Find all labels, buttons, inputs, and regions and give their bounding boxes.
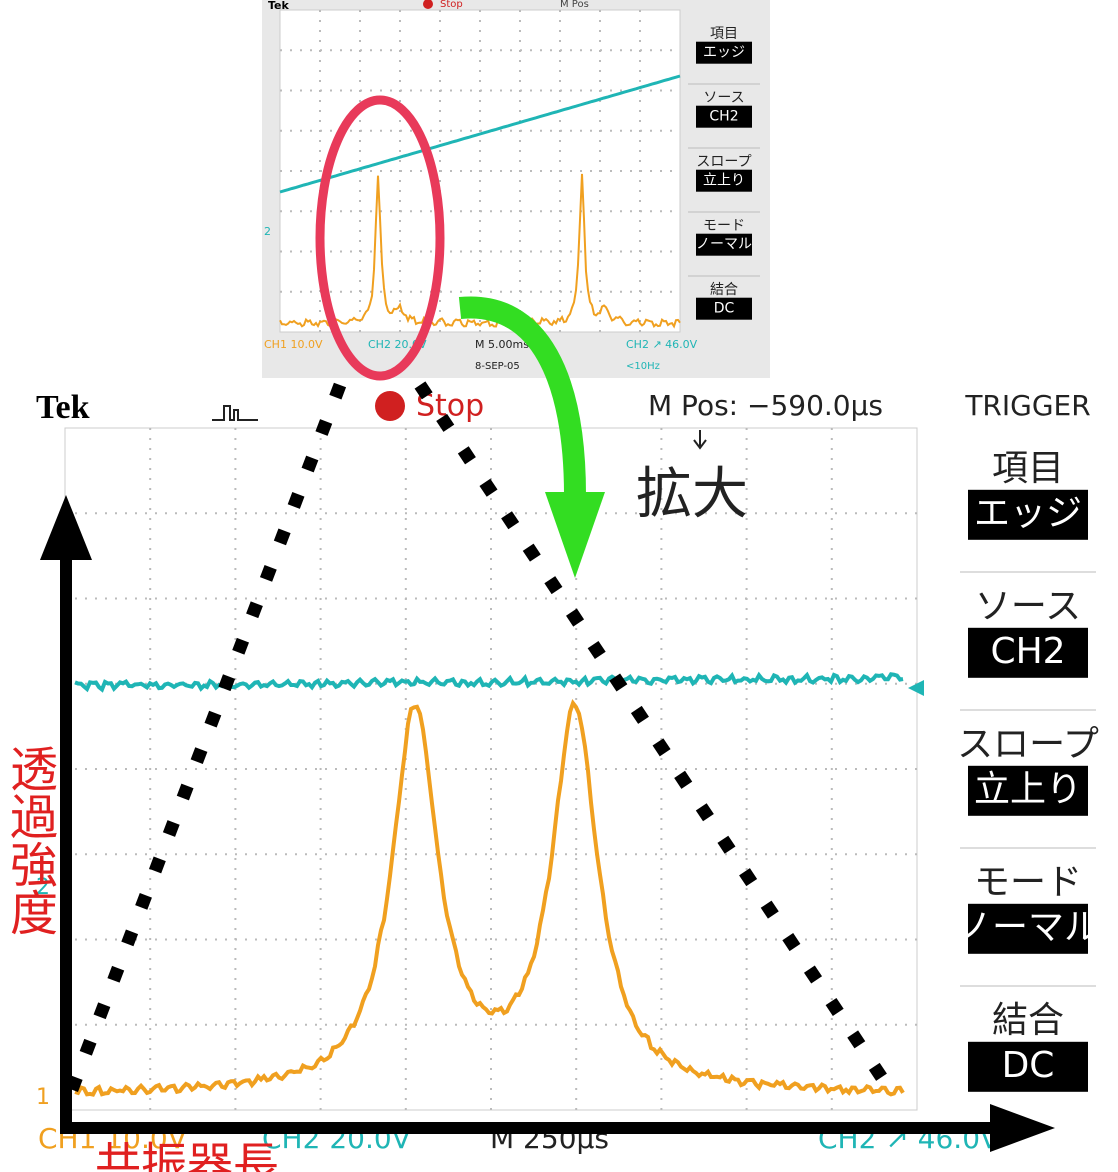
- menu-label: ソース: [975, 586, 1081, 627]
- menu-value: エッジ: [703, 45, 745, 61]
- menu-label: スロープ: [696, 154, 751, 170]
- menu-value: ノーマル: [956, 907, 1100, 948]
- x-axis-label: 共振器長: [95, 1138, 279, 1172]
- inset-brand: Tek: [268, 0, 290, 12]
- menu-label: モード: [974, 862, 1082, 903]
- menu-label: モード: [703, 218, 745, 234]
- inset-footer-freq: <10Hz: [626, 361, 660, 372]
- menu-value: DC: [1002, 1045, 1055, 1086]
- zoom-label: 拡大: [636, 462, 748, 527]
- inset-footer-trigger: CH2 ↗ 46.0V: [626, 338, 698, 351]
- inset-position: M Pos: [560, 0, 589, 10]
- inset-footer-ch1: CH1 10.0V: [264, 338, 323, 351]
- menu-value: DC: [714, 301, 735, 317]
- inset-footer-date: 8-SEP-05: [475, 361, 520, 372]
- menu-title: TRIGGER: [964, 389, 1090, 422]
- menu-label: 結合: [710, 282, 738, 298]
- menu-label: 項目: [710, 26, 738, 42]
- y-axis-label: 透過強度: [1, 744, 57, 936]
- main-brand: Tek: [36, 389, 90, 426]
- scene: Tek Stop M Pos 2 項目エッジソースCH2スロープ立上りモードノー…: [0, 0, 1118, 1172]
- inset-state: Stop: [440, 0, 463, 10]
- inset-marker: 2: [264, 225, 271, 238]
- menu-value: 立上り: [974, 769, 1082, 810]
- menu-value: CH2: [709, 109, 738, 125]
- menu-value: ノーマル: [696, 237, 752, 253]
- main-marker-ch1: 1: [36, 1085, 50, 1110]
- menu-label: スロープ: [957, 724, 1099, 765]
- menu-label: 項目: [992, 448, 1064, 489]
- menu-value: CH2: [990, 631, 1065, 672]
- page: Tek Stop M Pos 2 項目エッジソースCH2スロープ立上りモードノー…: [0, 0, 1118, 1172]
- menu-label: ソース: [703, 90, 744, 106]
- menu-label: 結合: [992, 1000, 1064, 1041]
- stop-dot: [375, 391, 405, 421]
- inset-footer-time: M 5.00ms: [475, 338, 529, 351]
- menu-value: 立上り: [703, 173, 745, 189]
- menu-value: エッジ: [974, 493, 1082, 534]
- main-position: M Pos: −590.0μs: [648, 389, 883, 422]
